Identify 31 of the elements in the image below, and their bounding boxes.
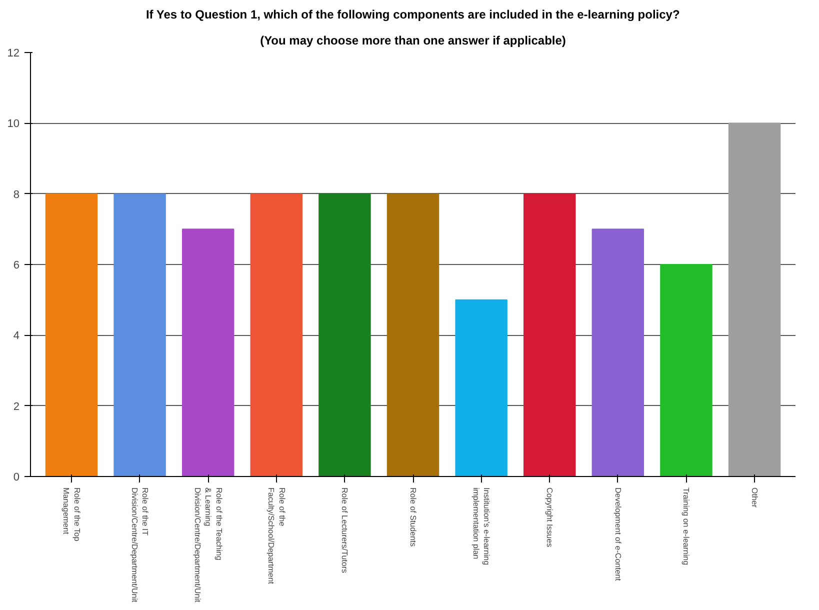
x-tick-label: Role of the Faculty/School/Department [266,488,286,585]
x-tick-label: Development of e-Content [613,488,622,582]
y-tick-label: 0 [13,472,20,484]
x-tick-label: Role of the Top Management [62,488,82,542]
y-tick-label: 8 [13,188,20,201]
bar [728,122,781,476]
y-tick-label: 2 [13,400,20,413]
bar [523,193,576,476]
y-tick-label: 6 [13,260,20,272]
x-tick-label: Training on e-learning [682,488,691,566]
x-tick-label: Role of Students [408,488,418,547]
y-tick-label: 12 [7,48,20,60]
bar [660,264,712,476]
bar [592,228,644,476]
x-tick-label: Role of the Teaching & Learning Division/Centre/Department/Unit [192,488,224,603]
bar [182,228,234,476]
bar [318,193,371,476]
chart-subtitle: (You may choose more than one answer if applicable) [260,34,566,48]
x-tick-label: Other [750,488,760,508]
bar [45,193,98,476]
bar [250,193,303,476]
bar [114,193,166,476]
chart-title: If Yes to Question 1, which of the following components are included in the e-learning policy? [146,8,680,22]
x-tick-label: Institution's e-learning implementation plan [471,488,492,566]
bar [386,193,440,476]
x-tick-label: Role of the IT Division/Centre/Department/Unit [130,488,150,603]
x-tick-label: Role of Lecturers/Tutors [340,488,350,574]
x-tick-label: Copyright Issues [545,488,554,548]
y-tick-label: 4 [13,330,20,342]
y-tick-label: 10 [7,118,20,130]
bar [455,299,508,476]
